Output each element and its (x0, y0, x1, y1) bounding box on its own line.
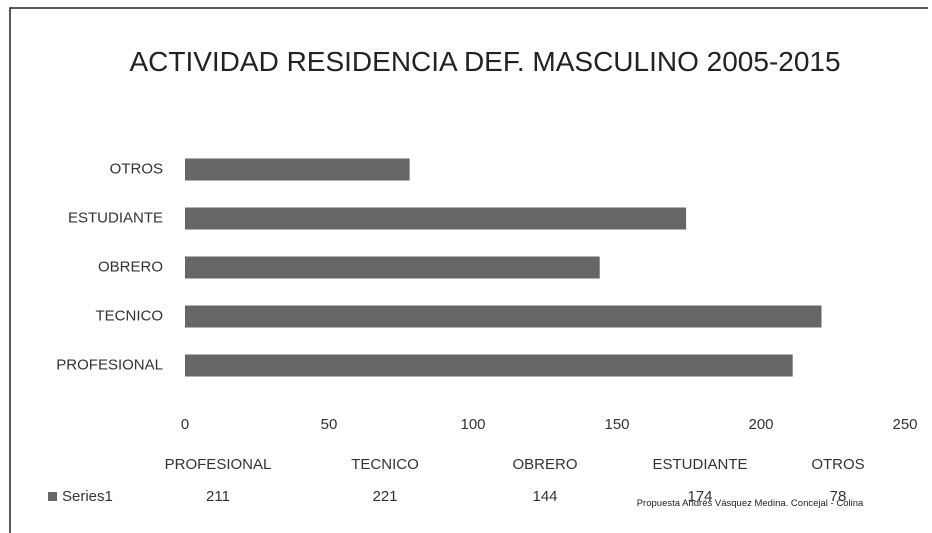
chart-title: ACTIVIDAD RESIDENCIA DEF. MASCULINO 2005… (129, 46, 841, 77)
y-tick-label: OBRERO (98, 258, 163, 275)
x-tick-label: 200 (748, 416, 773, 433)
table-value: 144 (532, 488, 557, 505)
y-tick-label: OTROS (110, 160, 163, 177)
x-tick-label: 100 (460, 416, 485, 433)
frame (9, 7, 928, 533)
table-header: OTROS (811, 456, 864, 473)
table-value: 221 (372, 488, 397, 505)
table-header: ESTUDIANTE (652, 456, 747, 473)
table-header: OBRERO (512, 456, 577, 473)
bar (185, 305, 822, 328)
table-header: TECNICO (351, 456, 419, 473)
table-header: PROFESIONAL (165, 456, 272, 473)
bar (185, 158, 410, 181)
x-tick-label: 150 (604, 416, 629, 433)
bar (185, 256, 600, 279)
x-tick-label: 250 (892, 416, 917, 433)
y-tick-label: TECNICO (96, 307, 164, 324)
legend-label: Series1 (62, 488, 113, 505)
y-tick-label: ESTUDIANTE (68, 209, 163, 226)
x-tick-label: 0 (181, 416, 189, 433)
table-value: 174 (687, 488, 712, 505)
table-value: 211 (206, 488, 230, 505)
x-tick-label: 50 (321, 416, 338, 433)
y-tick-label: PROFESIONAL (56, 356, 163, 373)
bar (185, 207, 687, 230)
legend-key (48, 492, 57, 501)
footnote: Propuesta Andrés Vásquez Medina. Conceja… (636, 498, 864, 509)
table-value: 78 (830, 488, 847, 505)
bar (185, 354, 793, 377)
